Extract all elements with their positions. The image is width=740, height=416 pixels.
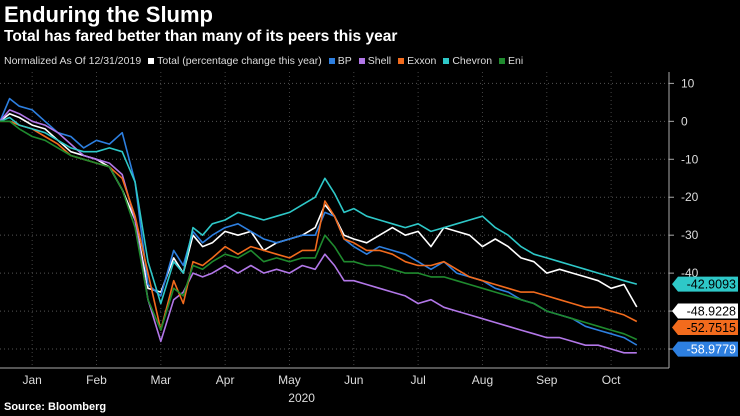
series-line-total — [0, 112, 638, 308]
legend-swatch-total — [148, 58, 155, 64]
x-tick-label: Sep — [536, 373, 558, 387]
end-badge-chevron — [672, 276, 738, 292]
y-tick-label: -20 — [681, 190, 699, 204]
end-value-label-bp: -58.9779 — [687, 343, 736, 357]
end-value-label-exxon: -52.7515 — [687, 321, 736, 335]
x-tick-label: Mar — [150, 373, 171, 387]
legend-swatch-exxon — [398, 58, 405, 64]
series-line-shell — [0, 109, 637, 354]
x-tick-label: Jun — [344, 373, 363, 387]
legend-label-eni: Eni — [508, 55, 524, 67]
x-tick-label: Jul — [410, 373, 425, 387]
chart-title: Enduring the Slump — [4, 2, 213, 27]
series-line-chevron — [0, 116, 638, 305]
legend-label-chevron: Chevron — [452, 55, 493, 67]
x-tick-label: Aug — [472, 373, 493, 387]
y-tick-label: -40 — [681, 266, 699, 280]
y-tick-label: 0 — [681, 114, 688, 128]
x-tick-label: Feb — [86, 373, 107, 387]
legend-swatch-eni — [499, 58, 506, 64]
x-axis-label: 2020 — [288, 391, 315, 405]
end-badge-exxon — [672, 320, 738, 336]
y-tick-label: 10 — [681, 76, 695, 90]
x-tick-label: Jan — [22, 373, 41, 387]
source-note: Source: Bloomberg — [4, 401, 107, 413]
y-tick-label: -10 — [681, 152, 699, 166]
x-tick-label: May — [278, 373, 301, 387]
legend-swatch-shell — [358, 58, 365, 64]
legend-swatch-chevron — [443, 58, 450, 64]
chart-subtitle: Total has fared better than many of its … — [4, 28, 398, 45]
legend-label-bp: BP — [337, 55, 352, 67]
legend-label-total: Total (percentage change this year) — [157, 55, 322, 67]
legend-swatch-bp — [328, 58, 335, 64]
end-badge-bp — [672, 341, 738, 357]
x-tick-label: Oct — [602, 373, 621, 387]
legend: Normalized As Of 12/31/2019 Total (perce… — [4, 55, 523, 67]
end-value-label-total: -48.9228 — [687, 304, 736, 318]
end-badge-total — [672, 303, 738, 319]
end-value-label-chevron: -42.9093 — [687, 278, 736, 292]
series-line-eni — [0, 120, 638, 341]
legend-label-exxon: Exxon — [407, 55, 437, 67]
legend-label-shell: Shell — [367, 55, 392, 67]
y-tick-label: -30 — [681, 228, 699, 242]
legend-note: Normalized As Of 12/31/2019 — [4, 55, 142, 67]
x-tick-label: Apr — [216, 373, 235, 387]
